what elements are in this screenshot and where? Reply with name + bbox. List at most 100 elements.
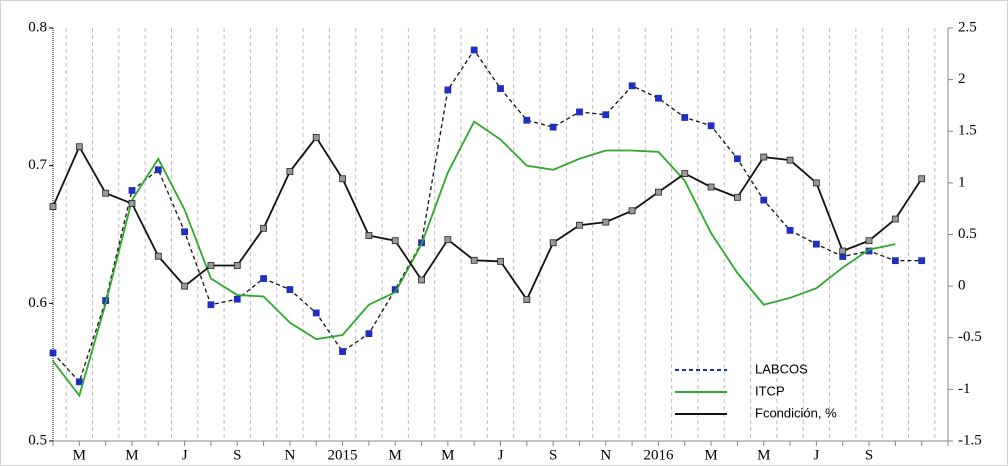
marker bbox=[102, 189, 110, 197]
marker bbox=[734, 155, 741, 163]
marker bbox=[260, 275, 267, 282]
marker bbox=[760, 153, 768, 161]
y-tick-label: 0.8 bbox=[28, 19, 47, 35]
marker bbox=[523, 116, 531, 124]
marker bbox=[470, 256, 478, 264]
y2-tick-label: -1.5 bbox=[958, 432, 982, 448]
marker bbox=[286, 168, 294, 175]
marker bbox=[839, 253, 847, 260]
x-tick-label: M bbox=[704, 447, 717, 463]
marker bbox=[312, 309, 320, 317]
legend-label: Fcondición, % bbox=[755, 405, 837, 420]
marker bbox=[75, 143, 83, 151]
y2-tick-label: 0.5 bbox=[958, 226, 977, 242]
marker bbox=[602, 111, 610, 119]
y2-tick-label: 2.5 bbox=[958, 19, 977, 35]
marker bbox=[365, 232, 373, 239]
marker bbox=[207, 301, 215, 309]
marker bbox=[707, 122, 715, 130]
marker bbox=[549, 239, 557, 247]
marker bbox=[154, 252, 162, 260]
marker bbox=[286, 286, 294, 293]
marker bbox=[339, 175, 346, 183]
marker bbox=[839, 247, 847, 255]
series-line bbox=[52, 120, 896, 398]
marker bbox=[812, 240, 820, 248]
marker bbox=[891, 257, 899, 265]
x-tick-label: M bbox=[757, 447, 770, 463]
marker bbox=[655, 94, 662, 102]
marker bbox=[497, 85, 504, 92]
marker bbox=[418, 276, 425, 284]
y2-tick-label: 2 bbox=[958, 71, 966, 87]
marker bbox=[760, 196, 768, 204]
y2-tick-label: -0.5 bbox=[958, 329, 982, 345]
marker bbox=[707, 183, 715, 191]
marker bbox=[391, 237, 399, 245]
y-tick-label: 0.5 bbox=[28, 432, 47, 448]
marker bbox=[128, 187, 136, 194]
marker bbox=[260, 224, 267, 232]
x-tick-label: 2015 bbox=[328, 447, 358, 463]
series-line bbox=[52, 48, 922, 384]
marker bbox=[602, 218, 610, 226]
y2-tick-label: -1 bbox=[958, 381, 971, 397]
y2-tick-label: 1 bbox=[958, 174, 966, 190]
marker bbox=[918, 257, 926, 265]
x-tick-label: N bbox=[284, 447, 295, 463]
marker bbox=[576, 221, 583, 229]
y2-tick-label: 0 bbox=[958, 278, 966, 294]
marker bbox=[523, 296, 531, 303]
marker bbox=[470, 46, 478, 54]
marker bbox=[49, 203, 57, 211]
marker bbox=[628, 82, 636, 90]
marker bbox=[891, 215, 899, 223]
x-tick-label: M bbox=[389, 447, 402, 463]
y2-tick-label: 1.5 bbox=[958, 123, 977, 139]
x-tick-label: S bbox=[233, 447, 241, 463]
series-line bbox=[52, 135, 923, 302]
marker bbox=[75, 378, 83, 386]
x-tick-label: N bbox=[600, 447, 611, 463]
marker bbox=[365, 330, 373, 338]
marker bbox=[444, 86, 452, 94]
marker bbox=[628, 207, 636, 215]
marker bbox=[233, 295, 241, 303]
marker bbox=[786, 156, 794, 164]
marker bbox=[128, 200, 136, 207]
legend-label: ITCP bbox=[755, 383, 785, 398]
marker bbox=[786, 226, 794, 234]
x-tick-label: 2016 bbox=[643, 447, 674, 463]
marker bbox=[207, 262, 215, 269]
marker bbox=[49, 349, 57, 357]
legend-label: LABCOS bbox=[755, 361, 808, 376]
marker bbox=[233, 262, 241, 269]
x-tick-label: M bbox=[73, 447, 86, 463]
marker bbox=[549, 123, 557, 131]
marker bbox=[918, 175, 926, 183]
marker bbox=[655, 188, 662, 196]
marker bbox=[497, 257, 504, 265]
marker bbox=[339, 348, 346, 355]
marker bbox=[181, 282, 189, 290]
x-tick-label: M bbox=[125, 447, 138, 463]
marker bbox=[444, 236, 452, 244]
marker bbox=[312, 134, 320, 141]
marker bbox=[681, 170, 689, 177]
marker bbox=[576, 108, 583, 116]
marker bbox=[154, 166, 162, 174]
y-tick-label: 0.6 bbox=[28, 295, 47, 311]
marker bbox=[181, 228, 189, 236]
x-tick-label: S bbox=[549, 447, 557, 463]
marker bbox=[734, 193, 741, 201]
marker bbox=[812, 179, 820, 187]
x-tick-label: J bbox=[182, 447, 188, 463]
x-tick-label: M bbox=[441, 447, 454, 463]
marker bbox=[865, 237, 873, 245]
x-tick-label: J bbox=[498, 447, 504, 463]
x-tick-label: S bbox=[865, 447, 873, 463]
y-tick-label: 0.7 bbox=[28, 157, 47, 173]
x-tick-label: J bbox=[813, 447, 819, 463]
